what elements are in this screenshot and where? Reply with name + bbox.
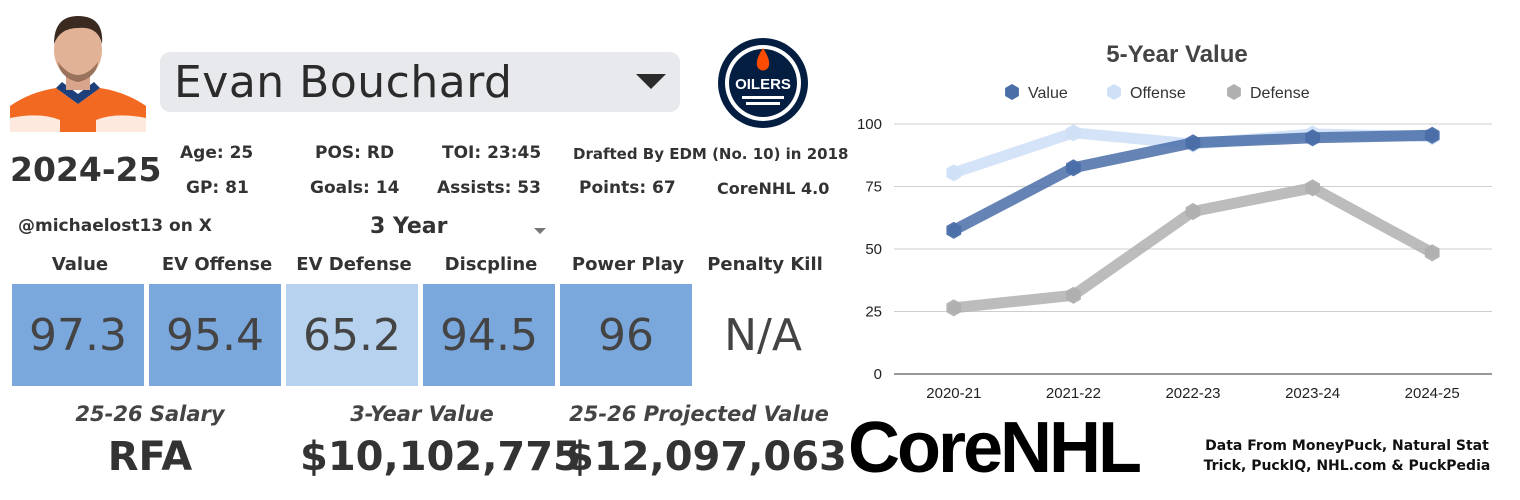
x-tick-label: 2020-21 bbox=[926, 385, 981, 402]
metric-header-power-play: Power Play bbox=[571, 254, 685, 275]
player-photo bbox=[10, 16, 146, 132]
data-source-note: Data From MoneyPuck, Natural Stat Trick,… bbox=[1182, 436, 1512, 476]
data-point-value bbox=[1066, 159, 1081, 177]
metric-header-discipline: Discpline bbox=[444, 254, 538, 275]
metric-header-ev-defense: EV Defense bbox=[296, 254, 412, 275]
metric-value-box: 97.3 bbox=[12, 284, 144, 386]
x-tick-label: 2023-24 bbox=[1285, 385, 1340, 402]
position-stat: POS: RD bbox=[315, 143, 395, 163]
legend-label: Value bbox=[1028, 85, 1068, 102]
period-value: 3 Year bbox=[370, 214, 448, 239]
assists-stat: Assists: 53 bbox=[437, 178, 541, 198]
season-label: 2024-25 bbox=[10, 150, 162, 189]
legend-marker bbox=[1227, 84, 1241, 100]
y-tick-label: 75 bbox=[865, 179, 882, 196]
data-point-defense bbox=[1305, 179, 1320, 197]
metric-header-value: Value bbox=[51, 254, 109, 275]
y-tick-label: 100 bbox=[857, 116, 882, 133]
source-line-1: Data From MoneyPuck, Natural Stat bbox=[1205, 438, 1489, 454]
legend-label: Defense bbox=[1250, 85, 1310, 102]
metric-power-play-box: 96 bbox=[560, 284, 692, 386]
data-point-value bbox=[1185, 134, 1201, 152]
data-point-offense bbox=[946, 164, 962, 182]
chevron-down-icon[interactable] bbox=[534, 228, 546, 234]
three-year-value-label: 3-Year Value bbox=[350, 402, 494, 426]
author-handle: @michaelost13 on X bbox=[18, 216, 212, 236]
goals-stat: Goals: 14 bbox=[310, 178, 400, 198]
points-stat: Points: 67 bbox=[579, 178, 676, 198]
data-point-offense bbox=[1066, 124, 1081, 142]
salary-value: RFA bbox=[107, 434, 193, 480]
projected-value: $12,097,063 bbox=[566, 434, 847, 480]
data-point-defense bbox=[1185, 202, 1201, 221]
toi-stat: TOI: 23:45 bbox=[442, 143, 542, 163]
source-line-2: Trick, PuckIQ, NHL.com & PuckPedia bbox=[1203, 458, 1491, 474]
metric-discipline-box: 94.5 bbox=[423, 284, 555, 386]
team-logo: OILERS bbox=[718, 38, 808, 128]
draft-info: Drafted By EDM (No. 10) in 2018 bbox=[573, 145, 849, 163]
y-tick-label: 50 bbox=[865, 241, 882, 258]
age-stat: Age: 25 bbox=[180, 143, 254, 163]
salary-label: 25-26 Salary bbox=[75, 402, 225, 426]
y-tick-label: 0 bbox=[874, 366, 882, 383]
x-tick-label: 2024-25 bbox=[1405, 385, 1460, 402]
metric-ev-defense-box: 65.2 bbox=[286, 284, 418, 386]
five-year-value-chart: 5-Year Value Value Offense Defense 0 25 50 75 10… bbox=[857, 41, 1492, 402]
metric-header-penalty-kill: Penalty Kill bbox=[707, 254, 823, 275]
core-version: CoreNHL 4.0 bbox=[717, 179, 830, 198]
corenhl-logo: CoreNHL bbox=[848, 412, 1143, 480]
three-year-value: $10,102,775 bbox=[300, 434, 581, 480]
data-point-value bbox=[946, 221, 962, 239]
metric-ev-offense-box: 95.4 bbox=[149, 284, 281, 386]
chevron-down-icon[interactable] bbox=[636, 74, 666, 89]
legend-marker bbox=[1005, 84, 1019, 100]
metric-header-ev-offense: EV Offense bbox=[161, 254, 273, 275]
data-point-defense bbox=[1066, 286, 1081, 304]
data-point-defense bbox=[946, 299, 962, 317]
data-point-value bbox=[1424, 126, 1440, 144]
y-tick-label: 25 bbox=[865, 304, 882, 321]
legend-label: Offense bbox=[1130, 85, 1186, 102]
data-point-defense bbox=[1424, 244, 1440, 262]
x-tick-label: 2021-22 bbox=[1046, 385, 1101, 402]
projected-value-label: 25-26 Projected Value bbox=[569, 402, 829, 426]
player-name: Evan Bouchard bbox=[174, 56, 513, 108]
x-tick-label: 2022-23 bbox=[1165, 385, 1220, 402]
svg-text:CoreNHL: CoreNHL bbox=[848, 412, 1140, 480]
svg-text:OILERS: OILERS bbox=[735, 76, 791, 93]
period-dropdown[interactable]: 3 Year bbox=[352, 214, 552, 244]
metric-penalty-kill-box: N/A bbox=[697, 284, 829, 386]
legend-marker bbox=[1107, 84, 1121, 100]
chart-title: 5-Year Value bbox=[1106, 41, 1247, 68]
data-point-value bbox=[1305, 129, 1320, 147]
gp-stat: GP: 81 bbox=[186, 178, 249, 198]
player-name-dropdown[interactable]: Evan Bouchard bbox=[160, 52, 680, 112]
